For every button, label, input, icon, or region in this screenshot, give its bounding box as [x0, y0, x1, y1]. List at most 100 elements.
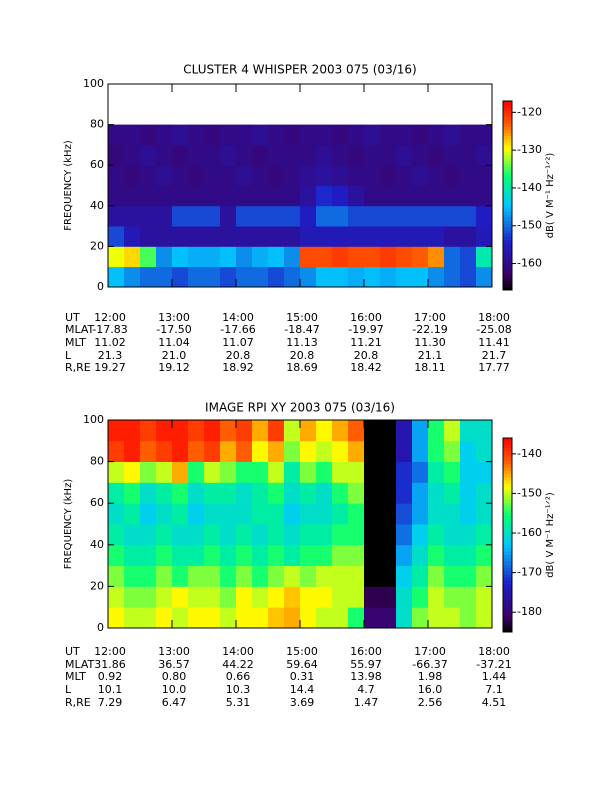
heat-cell	[124, 420, 141, 442]
heat-cell	[396, 503, 413, 525]
heat-cell	[332, 144, 349, 166]
heat-cell	[380, 266, 397, 288]
colorbar-tick-label: -120	[517, 105, 542, 118]
heat-cell	[204, 482, 221, 504]
heat-cell	[460, 246, 477, 268]
heat-cell	[156, 246, 173, 268]
heat-cell	[332, 246, 349, 268]
heat-cell	[252, 607, 269, 629]
heat-cell	[412, 266, 429, 288]
heat-cell	[108, 607, 125, 629]
heat-cell	[412, 124, 429, 146]
heat-cell	[156, 503, 173, 525]
heat-cell	[124, 144, 141, 166]
heat-cell	[220, 503, 237, 525]
heat-cell	[476, 420, 493, 442]
colorbar-swatch	[503, 577, 512, 581]
heat-cell	[204, 607, 221, 629]
heat-cell	[172, 461, 189, 483]
colorbar-swatch	[503, 483, 512, 487]
heat-cell	[332, 124, 349, 146]
colorbar-swatch	[503, 176, 512, 181]
heat-cell	[252, 165, 269, 186]
heat-cell	[108, 524, 125, 546]
heat-cell	[140, 565, 157, 587]
heat-cell	[316, 246, 333, 268]
heat-cell	[156, 607, 173, 629]
heat-cell	[348, 266, 365, 288]
ephemeris-value: 19.12	[158, 361, 190, 374]
heat-cell	[124, 565, 141, 587]
heat-cell	[156, 144, 173, 166]
ephemeris-value: 11.41	[478, 336, 510, 349]
colorbar-swatch	[503, 486, 512, 491]
heat-cell	[444, 440, 461, 462]
heat-cell	[476, 226, 493, 247]
heat-cell	[380, 482, 397, 504]
heat-cell	[124, 185, 141, 207]
colorbar-swatch	[503, 518, 512, 523]
colorbar-swatch	[503, 211, 512, 215]
ephemeris-value: 59.64	[286, 658, 318, 671]
heat-cell	[284, 165, 301, 186]
heat-cell	[380, 524, 397, 546]
heat-cell	[156, 124, 173, 146]
heat-cell	[460, 205, 477, 227]
ephemeris-value: 3.69	[290, 696, 315, 709]
heat-cell	[140, 205, 157, 227]
heat-cell	[220, 185, 237, 207]
heat-cell	[428, 544, 445, 566]
heat-cell	[348, 544, 365, 566]
heat-cell	[220, 124, 237, 146]
heat-cell	[460, 461, 477, 483]
heat-cell	[460, 420, 477, 442]
heat-cell	[332, 482, 349, 504]
ephemeris-value: 0.31	[290, 670, 315, 683]
heat-cell	[332, 185, 349, 207]
colorbar-swatch	[503, 541, 512, 546]
heat-cell	[412, 586, 429, 608]
heat-cell	[460, 482, 477, 504]
ephemeris-label: R,RE	[65, 361, 91, 374]
colorbar-swatch	[503, 141, 512, 146]
heat-cell	[428, 144, 445, 166]
heat-cell	[268, 565, 285, 587]
heat-cell	[284, 144, 301, 166]
colorbar-swatch	[503, 460, 512, 465]
heat-cell	[300, 266, 317, 288]
heat-cell	[124, 607, 141, 629]
heat-cell	[124, 524, 141, 546]
colorbar-swatch	[503, 123, 512, 127]
colorbar-swatch	[503, 625, 512, 630]
colorbar-swatch	[503, 261, 512, 266]
colorbar-swatch	[503, 208, 512, 212]
heat-cell	[108, 205, 125, 227]
colorbar-swatch	[503, 496, 512, 500]
colorbar-swatch	[503, 135, 512, 140]
heat-cell	[236, 185, 253, 207]
ephemeris-value: 0.66	[226, 670, 251, 683]
heat-cell	[220, 482, 237, 504]
heat-cell	[332, 524, 349, 546]
heat-cell	[380, 165, 397, 186]
heat-cell	[412, 524, 429, 546]
colorbar-swatch	[503, 467, 512, 471]
ephemeris-label: UT	[65, 311, 80, 324]
colorbar-swatch	[503, 101, 512, 105]
heat-cell	[476, 544, 493, 566]
ephemeris-value: 10.3	[226, 683, 251, 696]
colorbar-label: dB( V M⁻¹ Hz⁻¹ᐟ²)	[545, 492, 556, 578]
colorbar-swatch	[503, 160, 512, 165]
heat-cell	[364, 544, 381, 566]
heat-cell	[364, 205, 381, 227]
colorbar-swatch	[503, 154, 512, 159]
heat-cell	[252, 205, 269, 227]
heat-cell	[364, 266, 381, 288]
ephemeris-value: 4.7	[357, 683, 375, 696]
heat-cell	[220, 524, 237, 546]
heat-cell	[268, 607, 285, 629]
ephemeris-value: 4.51	[482, 696, 507, 709]
ephemeris-value: 18.69	[286, 361, 318, 374]
heat-cell	[124, 266, 141, 288]
heat-cell	[220, 165, 237, 186]
